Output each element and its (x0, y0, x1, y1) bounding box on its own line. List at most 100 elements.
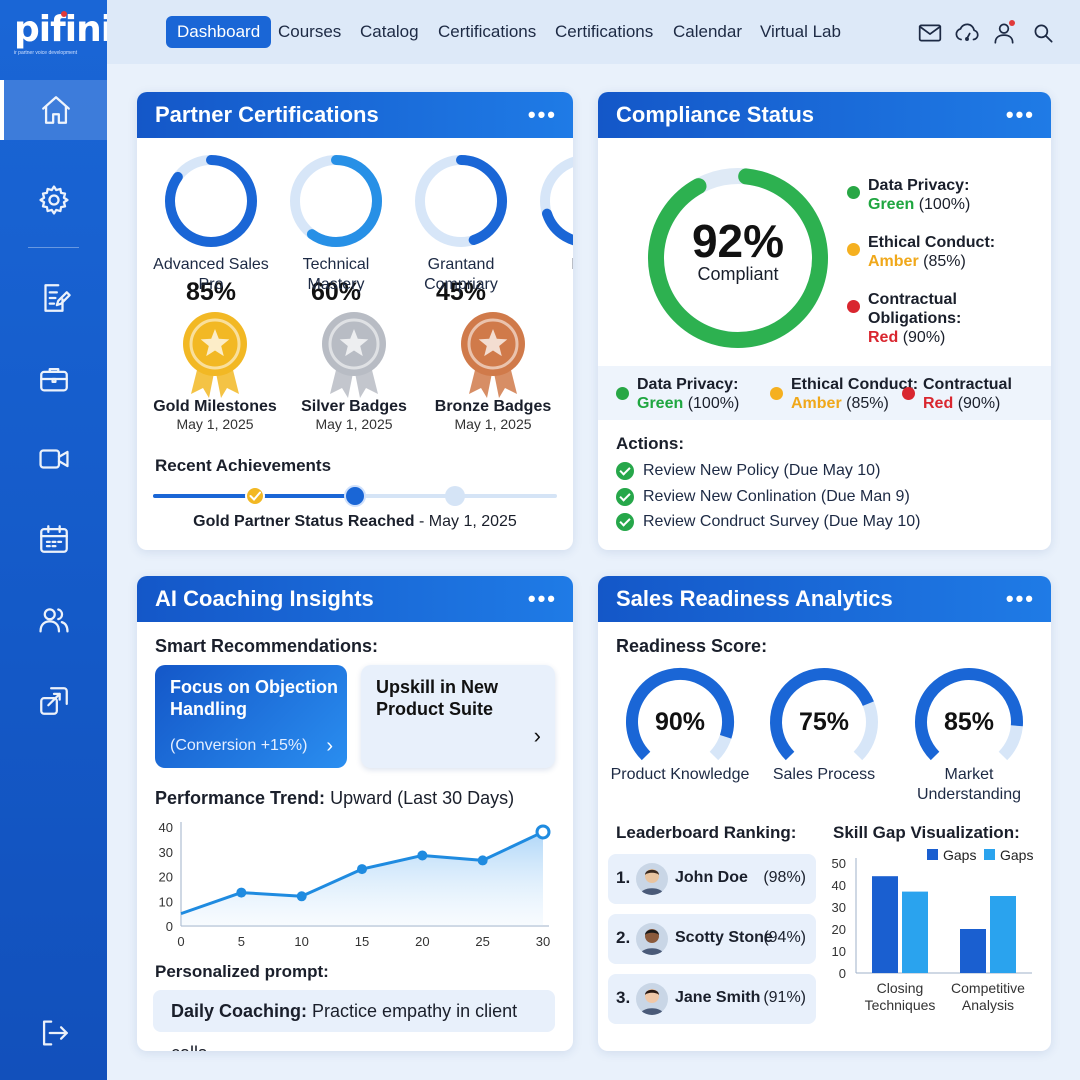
nav-catalog[interactable]: Catalog (360, 22, 419, 41)
prompt-text: Practice empathy in client calls. (171, 1001, 518, 1051)
share-icon (39, 687, 68, 715)
logo-dot (61, 11, 67, 17)
action-item[interactable]: Review New Policy (Due May 10) (616, 461, 880, 481)
medal-icon (322, 312, 386, 398)
profile-button[interactable] (991, 20, 1017, 46)
compliance-gauge (648, 168, 828, 348)
status-dot (847, 243, 860, 256)
leaderboard-row[interactable]: 1. John Doe (98%) (608, 854, 816, 904)
recent-achievement-text: Gold Partner Status Reached - May 1, 202… (137, 513, 573, 531)
performance-trend-chart: 0 10 20 30 40 0 5 10 15 20 25 30 (159, 820, 551, 949)
recommendation-title-line: Product Suite (376, 699, 494, 719)
prompt-label: Daily Coaching: (171, 1001, 308, 1021)
y-tick-label: 40 (159, 820, 173, 835)
more-options-icon[interactable]: ••• (527, 586, 557, 611)
compliance-strip-item: Data Privacy: Green (100%) (637, 376, 740, 412)
skill-gap-bar (902, 891, 928, 973)
nav-certifications[interactable]: Certifications (438, 22, 537, 41)
leaderboard-row[interactable]: 2. Scotty Stone (94%) (608, 914, 816, 964)
sync-button[interactable] (954, 20, 980, 46)
legend-label: Gaps (1000, 848, 1033, 863)
user-icon (994, 23, 1014, 44)
gauge-label-line: Product Knowledge (610, 766, 750, 783)
leaderboard-title: Leaderboard Ranking: (616, 823, 797, 842)
ring-label-grantand: Grantand Compriary (391, 255, 531, 295)
nav-courses[interactable]: Courses (278, 22, 342, 41)
mail-button[interactable] (917, 20, 943, 46)
x-category-label: Closing (877, 980, 924, 996)
sidebar-item-documents[interactable] (0, 268, 107, 328)
badge-date: May 1, 2025 (454, 416, 532, 432)
action-item[interactable]: Review Condruct Survey (Due May 10) (616, 512, 920, 532)
leaderboard-row[interactable]: 3. Jane Smith (91%) (608, 974, 816, 1024)
card-title: Sales Readiness Analytics (616, 586, 893, 611)
recommendation-title-line: Focus on Objection (170, 677, 339, 697)
ring-label-partial: Part Mi (516, 255, 573, 295)
compliance-score-label: Compliant (697, 264, 779, 284)
ring-label-line: Mi (516, 275, 573, 295)
notification-dot (1009, 20, 1015, 26)
search-button[interactable] (1030, 20, 1056, 46)
y-tick-label: 30 (159, 845, 173, 860)
y-tick-label: 20 (159, 870, 173, 885)
skill-gap-title: Skill Gap Visualization: (833, 823, 1020, 842)
leader-rank: 3. (616, 988, 631, 1007)
achievement-progress (153, 485, 557, 507)
performance-trend-value: Upward (Last 30 Days) (325, 788, 515, 808)
sidebar-item-logout[interactable] (0, 1003, 107, 1063)
x-tick-label: 5 (238, 934, 245, 949)
daily-coaching-prompt[interactable]: Daily Coaching: Practice empathy in clie… (153, 990, 555, 1051)
compliance-strip-item: Contractual Red (90%) (923, 376, 1012, 412)
actions-title: Actions: (616, 434, 684, 453)
nav-dashboard[interactable]: Dashboard (166, 16, 272, 48)
x-category-label: Analysis (962, 997, 1014, 1013)
partner-certifications-card: Partner Certifications ••• 85% 60% 45% 1… (137, 92, 573, 550)
recommendation-subtitle: (Conversion +15%) (170, 737, 308, 754)
ai-coaching-header: AI Coaching Insights ••• (137, 576, 573, 622)
recommendation-upskill[interactable]: Upskill in New Product Suite › (361, 665, 555, 768)
card-title: Partner Certifications (155, 102, 379, 127)
gauge-label-line: Sales Process (772, 766, 876, 783)
action-text: Review New Conlination (Due Man 9) (643, 488, 910, 505)
recommendation-title: Focus on Objection Handling (170, 676, 338, 720)
leader-rank: 1. (616, 868, 631, 887)
sidebar-item-settings[interactable] (0, 170, 107, 230)
x-tick-label: 15 (355, 934, 369, 949)
nav-certifications-2[interactable]: Certifications (555, 22, 654, 41)
ring-label-line: Compriary (424, 276, 498, 293)
x-tick-label: 25 (475, 934, 489, 949)
chevron-right-icon: › (326, 735, 333, 757)
gauge-value-sales-process: 75% (798, 708, 850, 736)
badge-bronze: Bronze Badges May 1, 2025 (423, 398, 563, 432)
compliance-score: 92% (691, 215, 785, 267)
readiness-gauges (626, 668, 1023, 761)
trend-point (296, 891, 307, 902)
briefcase-icon (39, 367, 68, 392)
x-tick-label: 30 (536, 934, 550, 949)
gauge-label-sales-process: Sales Process (744, 765, 904, 785)
nav-virtual-lab[interactable]: Virtual Lab (760, 22, 841, 41)
ring-progress (165, 155, 257, 247)
sidebar-item-home[interactable] (0, 80, 107, 140)
x-tick-label: 20 (415, 934, 429, 949)
ring-track (540, 156, 573, 246)
gauge-label-market-understanding: Market Understanding (889, 765, 1049, 805)
status-dot (902, 387, 915, 400)
sidebar-item-calendar[interactable] (0, 509, 107, 569)
sidebar-item-share[interactable] (0, 671, 107, 731)
sidebar-item-users[interactable] (0, 590, 107, 650)
recommendation-objection-handling[interactable]: Focus on Objection Handling (Conversion … (155, 665, 347, 768)
action-item[interactable]: Review New Conlination (Due Man 9) (616, 487, 910, 507)
trend-point (477, 855, 488, 866)
sidebar-item-portfolio[interactable] (0, 349, 107, 409)
more-options-icon[interactable]: ••• (527, 102, 557, 127)
leader-score: (98%) (763, 869, 806, 886)
nav-calendar[interactable]: Calendar (673, 22, 742, 41)
top-navigation: Dashboard Courses Catalog Certifications… (107, 0, 1080, 64)
badge-silver: Silver Badges May 1, 2025 (284, 398, 424, 432)
sidebar-item-video[interactable] (0, 429, 107, 489)
y-tick-label: 20 (832, 922, 846, 937)
more-options-icon[interactable]: ••• (1005, 586, 1035, 611)
more-options-icon[interactable]: ••• (1005, 102, 1035, 127)
